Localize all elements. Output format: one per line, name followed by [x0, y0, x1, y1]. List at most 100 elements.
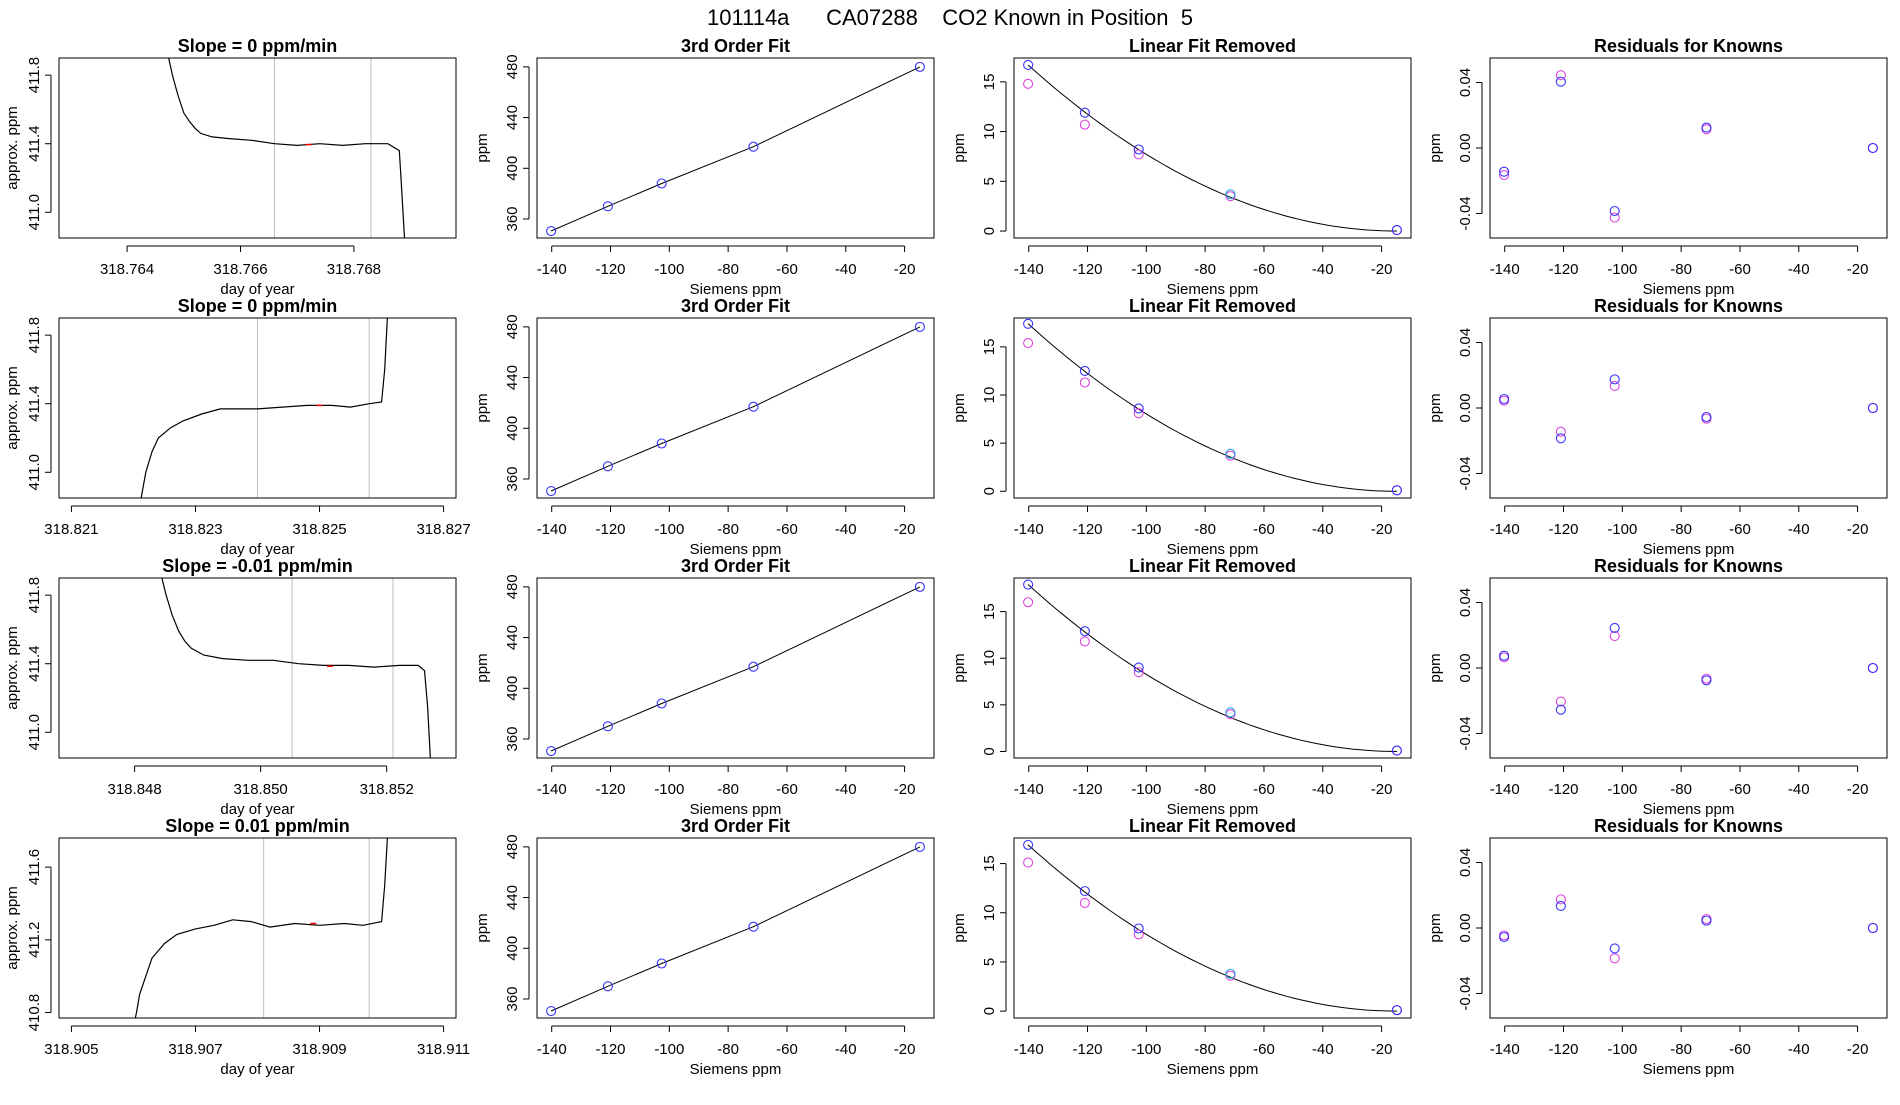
data-point — [1609, 212, 1620, 223]
data-point — [1133, 667, 1144, 678]
plot-frame — [58, 317, 457, 499]
chart-panel: 3rd Order Fit Siemens ppm ppm -140 -120 -100 -… — [474, 296, 935, 558]
x-tick-label: -80 — [1194, 781, 1216, 798]
data-point — [1391, 745, 1402, 756]
data-point — [1391, 1005, 1402, 1016]
y-tick-label: 411.6 — [26, 849, 43, 885]
x-tick-label: 318.827 — [416, 521, 470, 538]
data-point — [748, 141, 759, 152]
data-point — [1079, 365, 1090, 376]
chart-panel: 3rd Order Fit Siemens ppm ppm -140 -120 -100 -… — [474, 36, 935, 298]
x-tick-label: -100 — [1607, 781, 1637, 798]
data-point — [656, 958, 667, 969]
x-tick-label: -100 — [1131, 521, 1161, 538]
x-tick-label: -100 — [1607, 1041, 1637, 1058]
x-tick-label: -120 — [1549, 261, 1579, 278]
x-tick-label: -60 — [1729, 1041, 1751, 1058]
x-tick-label: 318.766 — [213, 261, 267, 278]
y-tick-label: 15 — [981, 855, 998, 872]
chart-panel: Slope = -0.01 ppm/min day of year approx. … — [4, 556, 457, 818]
x-tick-label: -120 — [1549, 521, 1579, 538]
data-point — [1133, 144, 1144, 155]
y-tick-label: 0.04 — [1457, 328, 1474, 357]
y-axis-label: ppm — [1427, 133, 1444, 162]
data-point — [1133, 149, 1144, 160]
y-tick-label: 411.8 — [26, 577, 43, 613]
x-tick-label: 318.907 — [168, 1041, 222, 1058]
y-axis-label: ppm — [951, 393, 968, 422]
data-trace — [140, 318, 388, 498]
y-tick-label: 480 — [504, 314, 521, 339]
x-tick-label: -60 — [776, 261, 798, 278]
panel-title: 3rd Order Fit — [681, 296, 790, 316]
x-tick-label: -100 — [654, 261, 684, 278]
x-tick-label: -80 — [1670, 1041, 1692, 1058]
x-tick-label: -120 — [1073, 781, 1103, 798]
x-tick-label: -140 — [537, 1041, 567, 1058]
x-tick-label: -20 — [894, 781, 916, 798]
data-point — [1867, 402, 1878, 414]
data-point — [1499, 169, 1510, 181]
panel-title: Linear Fit Removed — [1129, 556, 1296, 576]
y-tick-label: 440 — [504, 885, 521, 910]
fit-line — [550, 586, 921, 752]
data-point — [914, 321, 925, 332]
y-axis-label: ppm — [474, 133, 491, 162]
x-tick-label: -60 — [1729, 781, 1751, 798]
y-tick-label: 0 — [981, 487, 998, 495]
x-tick-label: -40 — [835, 1041, 857, 1058]
plot-frame — [1013, 57, 1412, 239]
plot-area — [1023, 59, 1402, 236]
data-point — [1079, 377, 1090, 388]
x-tick-label: -40 — [1312, 261, 1334, 278]
x-tick-label: -60 — [1253, 1041, 1275, 1058]
y-axis-label: approx. ppm — [4, 106, 21, 189]
y-tick-label: 0.00 — [1457, 653, 1474, 682]
data-point — [1225, 968, 1236, 979]
y-axis-label: ppm — [951, 913, 968, 942]
panel-title: 3rd Order Fit — [681, 36, 790, 56]
data-point — [1609, 953, 1620, 964]
x-axis-label: Siemens ppm — [1167, 1061, 1259, 1078]
x-tick-label: -40 — [835, 781, 857, 798]
plot-frame — [1489, 577, 1888, 759]
x-tick-label: -60 — [1253, 261, 1275, 278]
y-tick-label: 0.04 — [1457, 588, 1474, 617]
x-tick-label: -120 — [1073, 1041, 1103, 1058]
panel-title: Residuals for Knowns — [1594, 556, 1783, 576]
x-tick-label: 318.764 — [100, 261, 154, 278]
x-tick-label: -140 — [1490, 521, 1520, 538]
y-tick-label: 5 — [981, 958, 998, 966]
y-tick-label: 5 — [981, 177, 998, 185]
x-tick-label: 318.821 — [44, 521, 98, 538]
plot-frame — [1489, 317, 1888, 499]
data-point — [1023, 337, 1034, 349]
plot-frame — [1489, 57, 1888, 239]
x-tick-label: -120 — [596, 781, 626, 798]
y-tick-label: 0 — [981, 227, 998, 235]
x-tick-label: -40 — [1312, 781, 1334, 798]
data-point — [1133, 403, 1144, 414]
plot-area — [168, 58, 406, 238]
y-tick-label: 0.04 — [1457, 848, 1474, 877]
data-point — [914, 841, 925, 852]
x-tick-label: -60 — [1253, 521, 1275, 538]
data-point — [1701, 122, 1712, 133]
x-tick-label: -20 — [1371, 261, 1393, 278]
panel-title: Slope = -0.01 ppm/min — [162, 556, 353, 576]
x-tick-label: -100 — [1607, 261, 1637, 278]
y-tick-label: 15 — [981, 603, 998, 620]
x-tick-label: 318.850 — [234, 781, 288, 798]
data-point — [1391, 224, 1402, 236]
data-point — [1391, 485, 1402, 496]
data-point — [1701, 675, 1712, 686]
x-tick-label: -80 — [717, 781, 739, 798]
x-tick-label: -60 — [1253, 781, 1275, 798]
data-point — [1555, 70, 1566, 81]
x-tick-label: -140 — [1490, 781, 1520, 798]
y-axis-label: ppm — [474, 393, 491, 422]
y-tick-label: 480 — [504, 54, 521, 79]
y-axis-label: ppm — [474, 653, 491, 682]
x-tick-label: -20 — [1847, 1041, 1869, 1058]
